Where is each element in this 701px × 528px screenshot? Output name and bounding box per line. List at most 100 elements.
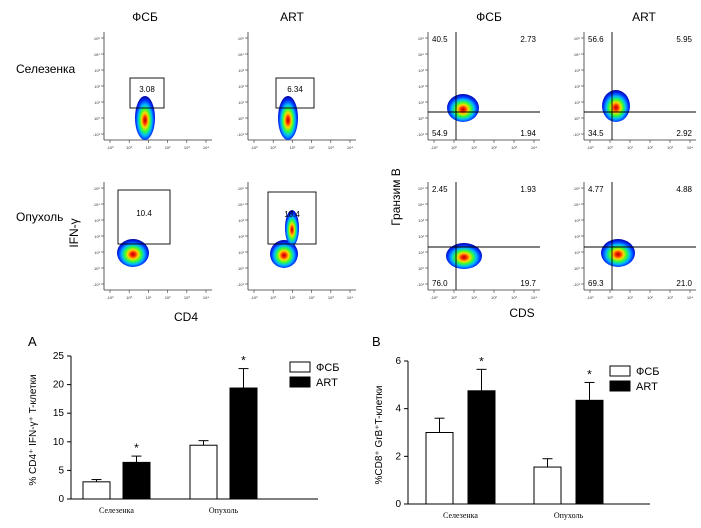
flow-x-tick-label: 10⁴ bbox=[687, 145, 693, 150]
flow-y-tick-label: 10² bbox=[238, 234, 244, 239]
quadrant-upper-left: 56.6 bbox=[588, 35, 604, 44]
y-tick-label: 2 bbox=[395, 451, 401, 462]
flow-y-tick-label: 10⁰ bbox=[238, 266, 244, 271]
flow-y-tick-label: 10² bbox=[94, 234, 100, 239]
column-header-4: ART bbox=[632, 10, 656, 24]
flow-y-tick-label: 10⁴ bbox=[574, 52, 580, 57]
gate-box bbox=[267, 191, 317, 245]
flow-x-tick-label: 10¹ bbox=[627, 295, 633, 300]
flow-x-tick-label: 10² bbox=[647, 145, 653, 150]
quadrant-upper-left: 2.45 bbox=[432, 185, 448, 194]
flow-y-tick-label: 10⁵ bbox=[418, 36, 424, 41]
flow-y-tick-label: 10² bbox=[574, 234, 580, 239]
flow-x-tick-label: 10⁴ bbox=[203, 145, 209, 150]
flow-x-tick-label: 10⁰ bbox=[270, 145, 276, 150]
flow-x-tick-label: 10³ bbox=[511, 295, 517, 300]
flow-x-tick-label: 10² bbox=[309, 145, 315, 150]
quadrant-lower-left: 34.5 bbox=[588, 129, 604, 138]
gate-box bbox=[129, 77, 165, 109]
flow-x-tick-label: 10³ bbox=[328, 145, 334, 150]
legend-swatch bbox=[289, 376, 311, 388]
flow-y-tick-label: -10¹ bbox=[237, 132, 245, 137]
flow-plot: 10⁵ 10⁴ 10³ 10² 10¹ 10⁰ -10¹ -10² 10⁰ 10¹ 10² 10³ 10… bbox=[93, 32, 212, 150]
flow-plot: 10⁵ 10⁴ 10³ 10² 10¹ 10⁰ -10¹ -10² 10⁰ 10¹ 10² 10³ 10… bbox=[417, 182, 540, 300]
quadrant-lower-right: 1.94 bbox=[520, 129, 536, 138]
density-blob bbox=[270, 240, 298, 268]
flow-y-tick-label: -10¹ bbox=[573, 132, 581, 137]
flow-x-tick-label: 10⁴ bbox=[687, 295, 693, 300]
flow-y-tick-label: 10³ bbox=[238, 68, 244, 73]
flow-y-tick-label: 10³ bbox=[418, 218, 424, 223]
flow-cytometry-plots: 10⁵ 10⁴ 10³ 10² 10¹ 10⁰ -10¹ -10² 10⁰ 10¹ 10² 10³ 10… bbox=[93, 32, 696, 300]
bar bbox=[229, 387, 258, 500]
density-blob bbox=[601, 239, 635, 267]
flow-x-tick-label: 10² bbox=[491, 295, 497, 300]
flow-x-tick-label: 10⁴ bbox=[531, 295, 537, 300]
flow-x-tick-label: -10² bbox=[430, 145, 438, 150]
flow-x-tick-label: -10² bbox=[586, 295, 594, 300]
bar bbox=[575, 399, 604, 505]
significance-star: * bbox=[587, 367, 592, 381]
category-label: Селезенка bbox=[443, 511, 478, 520]
flow-y-tick-label: -10¹ bbox=[417, 132, 425, 137]
density-blob bbox=[446, 243, 482, 269]
y-tick-label: 6 bbox=[395, 356, 401, 367]
flow-y-tick-label: 10² bbox=[418, 84, 424, 89]
flow-y-tick-label: 10⁴ bbox=[418, 202, 424, 207]
flow-y-tick-label: 10⁴ bbox=[94, 52, 100, 57]
flow-x-tick-label: 10¹ bbox=[627, 145, 633, 150]
legend-label: ФСБ bbox=[316, 362, 340, 374]
panel-label-b: B bbox=[372, 334, 381, 349]
quadrant-upper-left: 40.5 bbox=[432, 35, 448, 44]
flow-x-tick-label: 10⁰ bbox=[451, 295, 457, 300]
flow-y-tick-label: 10¹ bbox=[574, 250, 580, 255]
flow-y-tick-label: 10² bbox=[238, 84, 244, 89]
cd4-xlabel: CD4 bbox=[174, 310, 198, 324]
flow-y-tick-label: 10³ bbox=[574, 68, 580, 73]
quadrant-upper-left: 4.77 bbox=[588, 185, 604, 194]
legend-swatch bbox=[609, 365, 631, 377]
flow-x-tick-label: 10⁴ bbox=[347, 295, 353, 300]
flow-x-tick-label: 10¹ bbox=[290, 295, 296, 300]
flow-plot: 10⁵ 10⁴ 10³ 10² 10¹ 10⁰ -10¹ -10² 10⁰ 10¹ 10² 10³ 10… bbox=[573, 32, 696, 150]
y-tick-label: 20 bbox=[53, 380, 65, 391]
panel-label-a: A bbox=[28, 334, 37, 349]
flow-x-tick-label: 10² bbox=[165, 145, 171, 150]
legend-swatch bbox=[609, 380, 631, 392]
flow-x-tick-label: 10³ bbox=[667, 295, 673, 300]
flow-x-tick-label: 10¹ bbox=[146, 295, 152, 300]
y-tick-label: 4 bbox=[395, 404, 401, 415]
gate-percentage: 18.4 bbox=[284, 210, 300, 219]
column-header-3: ФСБ bbox=[476, 10, 502, 24]
flow-y-tick-label: 10³ bbox=[238, 218, 244, 223]
flow-x-tick-label: 10⁰ bbox=[126, 145, 132, 150]
cd4-ylabel: IFN-γ bbox=[67, 218, 81, 247]
quadrant-lower-right: 19.7 bbox=[520, 279, 536, 288]
flow-y-tick-label: 10⁰ bbox=[238, 116, 244, 121]
y-tick-label: 10 bbox=[53, 437, 65, 448]
flow-y-tick-label: 10³ bbox=[574, 218, 580, 223]
legend-swatch bbox=[289, 361, 311, 373]
flow-x-tick-label: 10² bbox=[647, 295, 653, 300]
flow-plot: 10⁵ 10⁴ 10³ 10² 10¹ 10⁰ -10¹ -10² 10⁰ 10¹ 10² 10³ 10… bbox=[237, 182, 356, 300]
category-label: Опухоль bbox=[209, 506, 239, 515]
flow-x-tick-label: -10² bbox=[250, 295, 258, 300]
flow-y-tick-label: 10⁴ bbox=[94, 202, 100, 207]
flow-x-tick-label: -10² bbox=[250, 145, 258, 150]
flow-plot: 10⁵ 10⁴ 10³ 10² 10¹ 10⁰ -10¹ -10² 10⁰ 10¹ 10² 10³ 10… bbox=[93, 182, 212, 300]
flow-y-tick-label: 10⁵ bbox=[94, 186, 100, 191]
flow-y-tick-label: 10⁰ bbox=[418, 266, 424, 271]
flow-x-tick-label: 10³ bbox=[184, 145, 190, 150]
significance-star: * bbox=[241, 354, 246, 368]
flow-x-tick-label: 10³ bbox=[511, 145, 517, 150]
cd8-ylabel: Гранзим B bbox=[389, 168, 403, 226]
flow-y-tick-label: 10² bbox=[574, 84, 580, 89]
flow-y-tick-label: 10⁰ bbox=[574, 266, 580, 271]
legend-label: ART bbox=[636, 381, 658, 393]
flow-y-tick-label: 10⁰ bbox=[94, 116, 100, 121]
chart-a-ylabel: % CD4⁺ IFN-γ⁺ T-клетки bbox=[28, 374, 39, 485]
flow-x-tick-label: 10¹ bbox=[471, 295, 477, 300]
flow-x-tick-label: 10⁴ bbox=[347, 145, 353, 150]
density-blob bbox=[447, 94, 479, 122]
